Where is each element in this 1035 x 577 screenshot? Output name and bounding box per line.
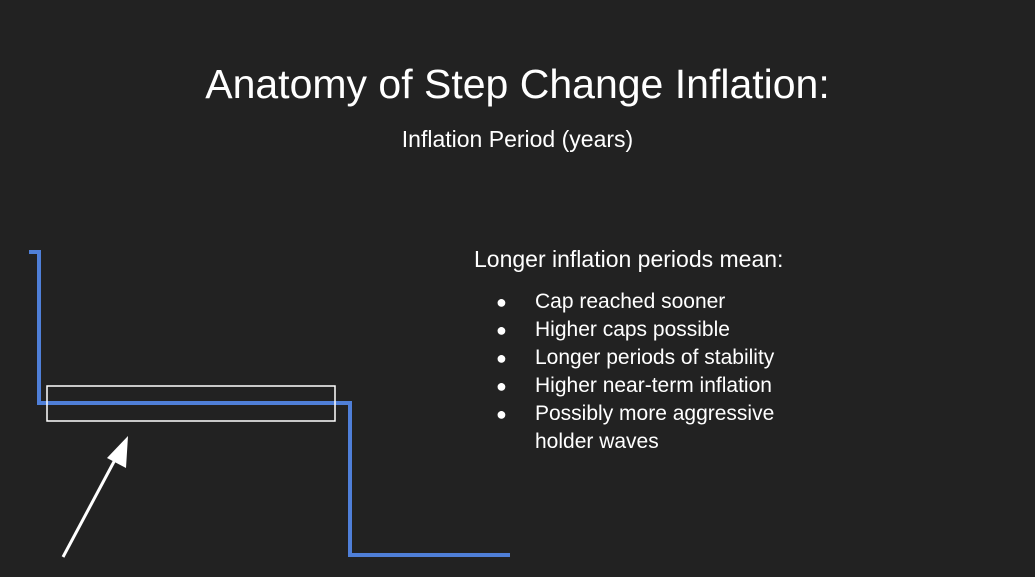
bullet-list: ● Cap reached sooner ● Higher caps possibl… — [474, 288, 994, 456]
content-panel: Longer inflation periods mean: ● Cap reac… — [474, 243, 994, 456]
bullet-text: Higher caps possible — [535, 318, 730, 341]
bullet-item: ● Higher caps possible — [474, 316, 835, 344]
bullet-dot-icon: ● — [496, 404, 507, 424]
bullet-text: Higher near-term inflation — [535, 374, 772, 397]
bullet-dot-icon: ● — [496, 348, 507, 368]
bullet-text: Longer periods of stability — [535, 346, 775, 369]
content-heading: Longer inflation periods mean: — [474, 246, 784, 272]
bullet-dot-icon: ● — [496, 292, 507, 312]
bullet-item: ● Cap reached sooner — [474, 288, 835, 316]
slide-title: Anatomy of Step Change Inflation: — [205, 61, 830, 107]
bullet-item: ● Longer periods of stability — [474, 344, 835, 372]
pointer-arrow-shaft — [61, 455, 119, 558]
slide-subtitle: Inflation Period (years) — [401, 126, 634, 152]
highlight-box — [46, 385, 336, 422]
step-line — [29, 250, 510, 557]
bullet-item: ● Possibly more aggressive holder waves — [474, 400, 835, 456]
bullet-item: ● Higher near-term inflation — [474, 372, 835, 400]
pointer-arrow-head — [107, 436, 128, 468]
bullet-text: Cap reached sooner — [535, 290, 726, 313]
bullet-dot-icon: ● — [496, 320, 507, 340]
bullet-text: Possibly more aggressive holder waves — [535, 402, 775, 453]
bullet-dot-icon: ● — [496, 376, 507, 396]
